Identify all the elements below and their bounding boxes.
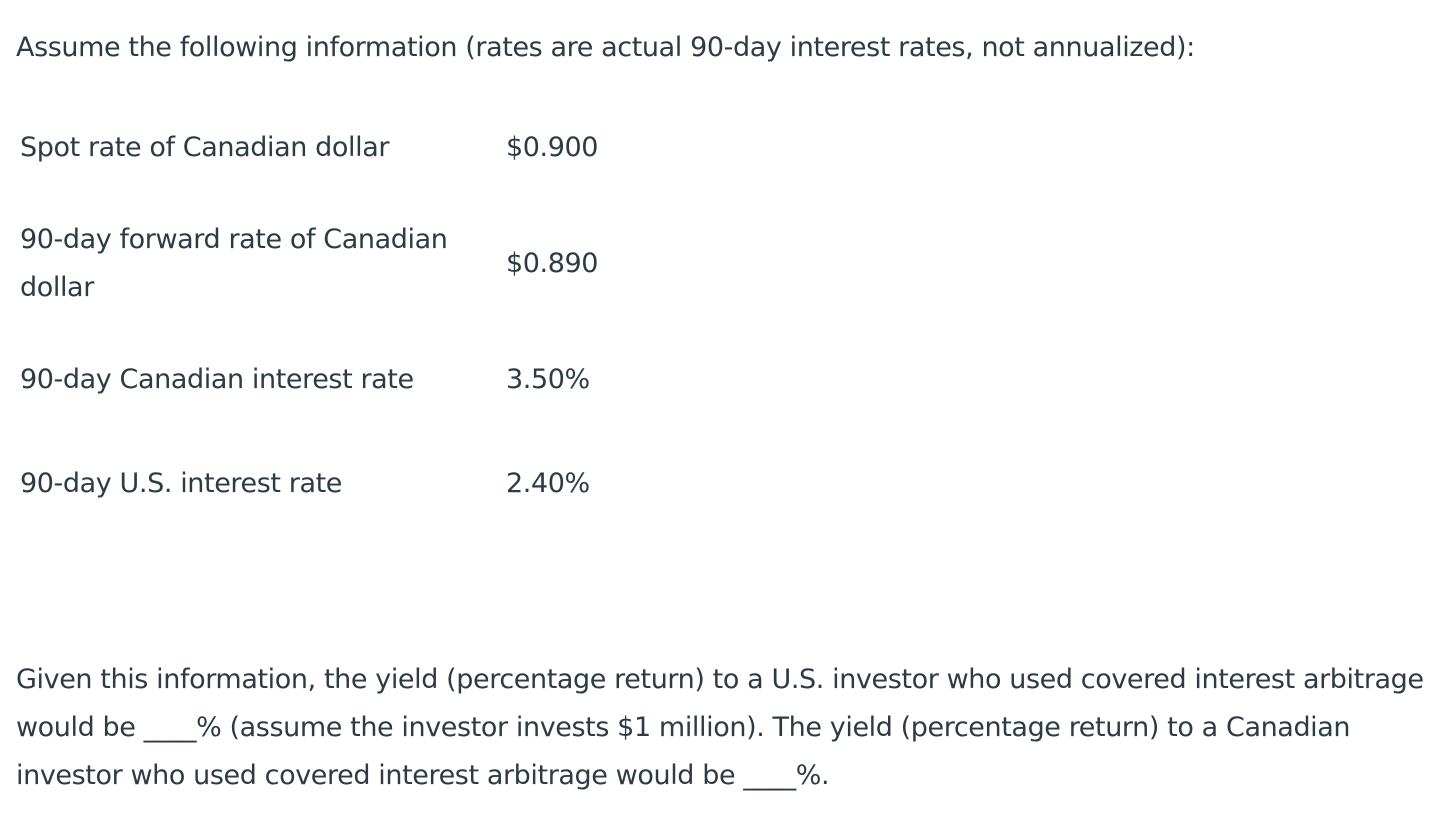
- row-value: 3.50%: [506, 364, 590, 395]
- table-row: 90-day U.S. interest rate 2.40%: [8, 444, 658, 524]
- row-label: 90-day Canadian interest rate: [20, 364, 414, 395]
- table-row: 90-day forward rate of Canadian dollar $…: [8, 212, 658, 316]
- row-label: Spot rate of Canadian dollar: [20, 132, 390, 163]
- row-value: 2.40%: [506, 468, 590, 499]
- table-row: 90-day Canadian interest rate 3.50%: [8, 340, 658, 420]
- row-value: $0.900: [506, 132, 599, 163]
- info-table: Spot rate of Canadian dollar $0.900 90-d…: [8, 108, 658, 524]
- table-row: Spot rate of Canadian dollar $0.900: [8, 108, 658, 188]
- intro-text: Assume the following information (rates …: [16, 32, 1195, 63]
- question-text: Given this information, the yield (perce…: [16, 664, 1424, 791]
- row-label: 90-day U.S. interest rate: [20, 468, 343, 499]
- row-value: $0.890: [506, 248, 599, 279]
- row-label: 90-day forward rate of Canadian dollar: [20, 224, 448, 303]
